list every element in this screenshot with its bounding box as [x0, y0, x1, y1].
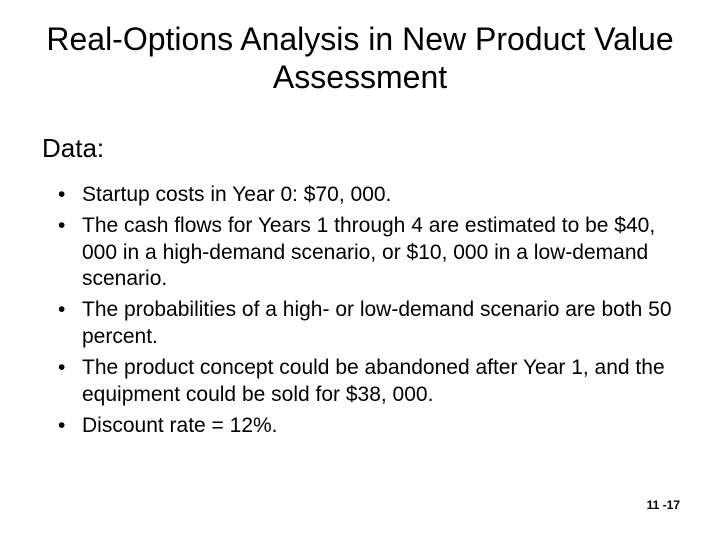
slide-container: Real-Options Analysis in New Product Val…	[0, 0, 720, 540]
list-item: The probabilities of a high- or low-dema…	[58, 297, 680, 351]
slide-title: Real-Options Analysis in New Product Val…	[40, 20, 680, 97]
list-item: The cash flows for Years 1 through 4 are…	[58, 213, 680, 294]
list-item: Discount rate = 12%.	[58, 413, 680, 440]
bullet-list: Startup costs in Year 0: $70, 000. The c…	[40, 182, 680, 440]
list-item: The product concept could be abandoned a…	[58, 355, 680, 409]
slide-number: 11 -17	[647, 498, 680, 512]
list-item: Startup costs in Year 0: $70, 000.	[58, 182, 680, 209]
data-subheading: Data:	[42, 133, 680, 164]
